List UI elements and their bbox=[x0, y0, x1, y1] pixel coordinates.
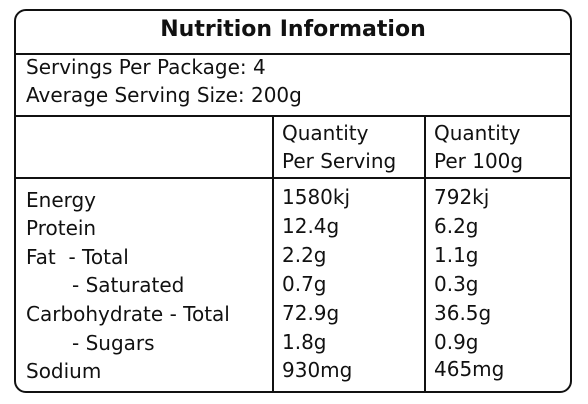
row-per100-sugars: 0.9g bbox=[434, 330, 479, 354]
divider-servings bbox=[16, 115, 570, 117]
average-serving-size: Average Serving Size: 200g bbox=[26, 83, 302, 107]
divider-title bbox=[16, 53, 570, 55]
row-label-fat-total: Fat - Total bbox=[26, 245, 129, 269]
row-label-sodium: Sodium bbox=[26, 359, 102, 383]
row-per100-protein: 6.2g bbox=[434, 214, 479, 238]
header-per-100g-line1: Quantity bbox=[434, 121, 521, 145]
panel-title: Nutrition Information bbox=[160, 17, 426, 42]
servings-per-package: Servings Per Package: 4 bbox=[26, 55, 266, 79]
column-divider-1 bbox=[272, 115, 274, 393]
row-per100-carbohydrate-total: 36.5g bbox=[434, 301, 492, 325]
row-serving-sodium: 930mg bbox=[282, 358, 353, 382]
divider-headers bbox=[16, 177, 570, 179]
row-label-saturated: - Saturated bbox=[72, 273, 185, 297]
row-serving-fat-total: 2.2g bbox=[282, 243, 327, 267]
row-serving-carbohydrate-total: 72.9g bbox=[282, 301, 340, 325]
row-serving-sugars: 1.8g bbox=[282, 330, 327, 354]
header-per-serving-line2: Per Serving bbox=[282, 149, 397, 173]
row-per100-fat-total: 1.1g bbox=[434, 243, 479, 267]
row-label-carbohydrate-total: Carbohydrate - Total bbox=[26, 302, 230, 326]
row-per100-energy: 792kj bbox=[434, 185, 490, 209]
row-serving-energy: 1580kj bbox=[282, 185, 351, 209]
row-serving-saturated: 0.7g bbox=[282, 272, 327, 296]
row-label-sugars: - Sugars bbox=[72, 331, 155, 355]
row-per100-saturated: 0.3g bbox=[434, 272, 479, 296]
header-per-100g-line2: Per 100g bbox=[434, 149, 524, 173]
header-per-serving-line1: Quantity bbox=[282, 121, 369, 145]
nutrition-panel: Nutrition Information Servings Per Packa… bbox=[14, 9, 572, 393]
row-label-protein: Protein bbox=[26, 216, 97, 240]
column-divider-2 bbox=[424, 115, 426, 393]
row-serving-protein: 12.4g bbox=[282, 214, 340, 238]
row-per100-sodium: 465mg bbox=[434, 357, 505, 381]
row-label-energy: Energy bbox=[26, 188, 97, 212]
